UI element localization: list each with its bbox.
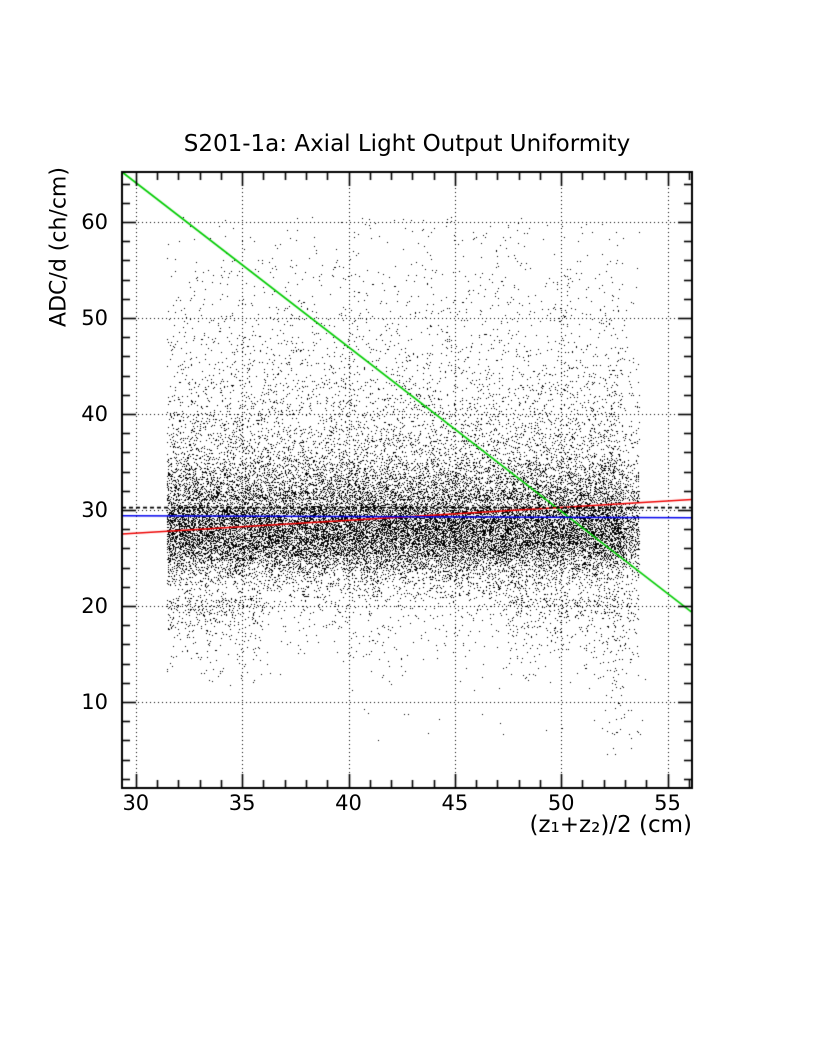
y-axis-title: ADC/d (ch/cm)	[46, 167, 72, 327]
x-tick-label-30: 30	[122, 791, 150, 815]
y-tick-label-30: 30	[81, 498, 108, 522]
x-tick-label-55: 55	[654, 791, 681, 815]
y-tick-label-40: 40	[81, 401, 108, 426]
y-tick-label-10: 10	[81, 690, 108, 715]
y-tick-label-50: 50	[81, 305, 108, 330]
plot-title: S201-1a: Axial Light Output Uniformity	[183, 131, 631, 157]
x-tick-label-40: 40	[335, 791, 362, 815]
x-tick-label-45: 45	[441, 791, 469, 815]
x-axis-title: (z₁+z₂)/2 (cm)	[529, 812, 693, 838]
x-tick-label-50: 50	[547, 791, 575, 815]
y-tick-label-20: 20	[81, 594, 108, 619]
x-tick-label-35: 35	[228, 791, 256, 815]
y-tick-label-60: 60	[81, 209, 108, 234]
